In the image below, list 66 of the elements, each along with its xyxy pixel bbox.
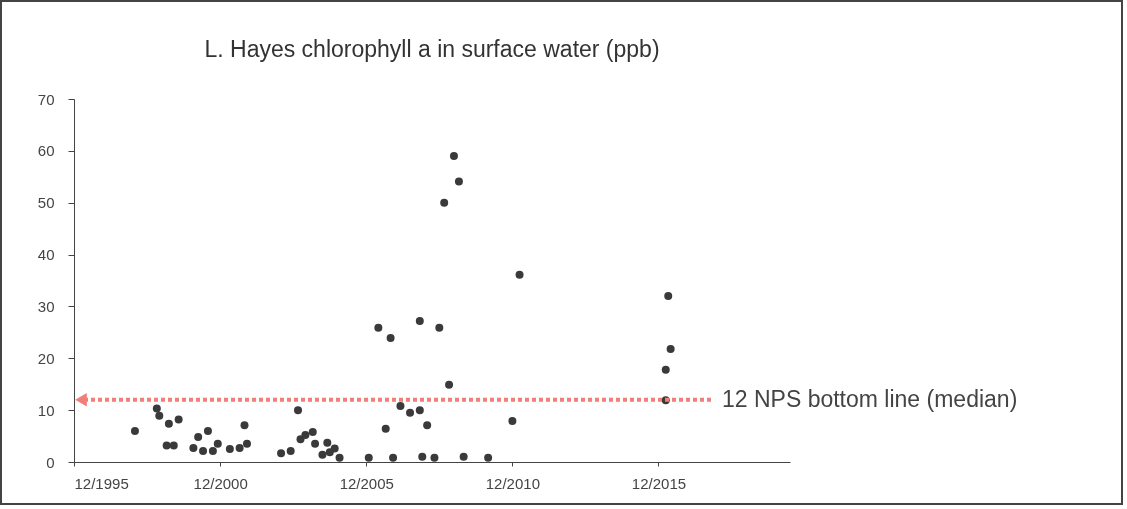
point (174, 415, 183, 424)
point (286, 447, 295, 456)
x-tick-label: 12/2005 (339, 474, 394, 492)
point (308, 427, 317, 436)
point (374, 323, 383, 332)
point (130, 426, 139, 435)
point (189, 444, 198, 452)
x-tick-label: 12/1995 (74, 474, 129, 492)
point (240, 421, 249, 430)
point (515, 270, 524, 279)
point (484, 453, 493, 462)
point (449, 152, 458, 161)
point (415, 406, 424, 415)
point (440, 198, 449, 207)
x-tick-label: 12/2015 (631, 474, 687, 492)
point (203, 426, 212, 435)
y-tick-label: 10 (37, 401, 55, 419)
chart-title: L. Hayes chlorophyll a in surface water (ppb) (204, 36, 660, 62)
point (225, 445, 234, 454)
point (454, 177, 463, 186)
point (406, 408, 415, 417)
point (155, 411, 164, 420)
ref-line-label: 12 NPS bottom line (median) (721, 385, 1018, 412)
x-tick-label: 12/2010 (485, 474, 540, 492)
y-tick-label: 70 (37, 90, 55, 108)
point (169, 441, 178, 450)
point (396, 402, 405, 410)
point (335, 453, 344, 462)
point (311, 439, 320, 448)
point (323, 438, 332, 447)
point (235, 444, 244, 452)
y-tick-label: 0 (46, 453, 55, 471)
point (666, 344, 675, 353)
y-tick-label: 40 (37, 246, 55, 264)
point (301, 431, 310, 440)
point (661, 365, 670, 374)
point (664, 292, 673, 301)
point (213, 439, 222, 448)
x-tick-label: 12/2000 (193, 474, 248, 492)
y-tick-label: 20 (37, 349, 55, 367)
point (418, 452, 427, 461)
y-tick-label: 30 (37, 297, 55, 315)
point (152, 404, 161, 413)
point (242, 439, 251, 448)
point (294, 406, 303, 415)
point (445, 380, 454, 389)
point (208, 447, 217, 456)
point (164, 419, 173, 428)
point (386, 334, 395, 343)
point (194, 433, 203, 442)
point (508, 417, 517, 426)
y-tick-label: 50 (37, 194, 55, 212)
point (277, 449, 286, 458)
point (435, 323, 444, 332)
point (381, 424, 390, 433)
point (459, 452, 468, 461)
point (415, 316, 424, 325)
point (162, 441, 171, 450)
point (199, 447, 208, 456)
point (330, 444, 339, 453)
point (389, 453, 398, 462)
y-tick-label: 60 (37, 142, 55, 160)
point (430, 453, 439, 462)
point (364, 453, 373, 462)
point (423, 421, 432, 430)
point (318, 450, 327, 459)
